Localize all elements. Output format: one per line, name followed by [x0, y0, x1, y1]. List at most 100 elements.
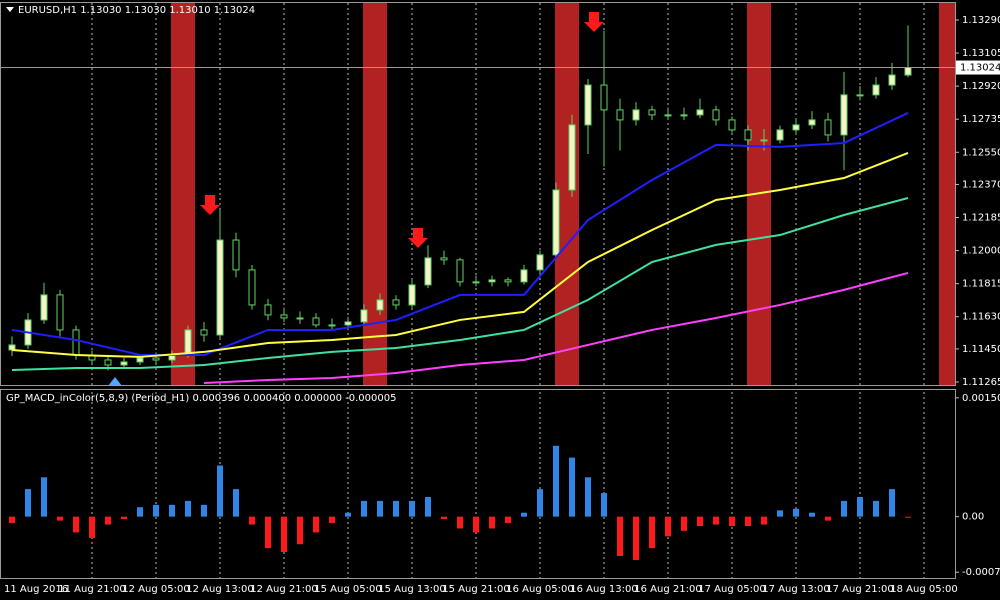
macd-bar	[537, 489, 543, 517]
macd-bar	[201, 504, 207, 517]
candle-body	[56, 294, 64, 331]
macd-bar	[777, 510, 783, 517]
price-tag	[956, 60, 1000, 75]
macd-bar	[761, 516, 767, 525]
price-tag-label: 1.13024	[960, 63, 1000, 74]
candle-body	[296, 317, 304, 320]
candle-body	[264, 304, 272, 316]
candle-body	[616, 109, 624, 121]
macd-bar	[249, 516, 255, 525]
candle-body	[904, 67, 912, 76]
candle-body	[104, 359, 112, 366]
macd-bar	[425, 496, 431, 517]
candle-body	[664, 114, 672, 117]
y-tick-label: 0.00	[962, 512, 984, 523]
macd-bar	[505, 516, 511, 523]
candle-body	[184, 329, 192, 356]
candle-body	[376, 299, 384, 311]
main-title: EURUSD,H1 1.13030 1.13030 1.13010 1.1302…	[18, 5, 255, 16]
candle-body	[584, 84, 592, 126]
candle-body	[680, 114, 688, 117]
macd-bar	[41, 477, 47, 517]
y-tick-label: 1.11265	[962, 377, 1000, 388]
y-tick-label: 1.11450	[962, 344, 1000, 355]
macd-bar	[809, 512, 815, 517]
candle-body	[72, 329, 80, 356]
moving-average	[203, 271, 909, 385]
indicator-panel-border	[0, 389, 956, 579]
macd-bar	[873, 500, 879, 517]
macd-bar	[89, 516, 95, 538]
macd-bar	[617, 516, 623, 557]
candle-body	[200, 329, 208, 336]
x-tick-label: 18 Aug 05:00	[890, 584, 957, 595]
y-tick-label: 1.13290	[962, 15, 1000, 26]
macd-bar	[393, 500, 399, 517]
macd-bar	[841, 500, 847, 517]
candle-body	[552, 189, 560, 256]
y-tick-label: 1.12185	[962, 213, 1000, 224]
candle-body	[776, 129, 784, 141]
x-tick-label: 17 Aug 05:00	[698, 584, 765, 595]
macd-bar	[825, 516, 831, 521]
macd-bar	[73, 516, 79, 533]
candle-body	[840, 94, 848, 136]
macd-bar	[169, 504, 175, 517]
candle-body	[456, 259, 464, 283]
macd-bar	[233, 489, 239, 517]
sell-arrow	[584, 12, 604, 32]
candle-body	[648, 109, 656, 116]
session-band	[171, 3, 195, 385]
macd-bar	[633, 516, 639, 560]
macd-bar	[473, 516, 479, 533]
macd-bar	[185, 500, 191, 517]
macd-bar	[153, 504, 159, 517]
y-tick-label: 1.13105	[962, 48, 1000, 59]
y-tick-label: 0.001509	[962, 393, 1000, 404]
candle-body	[696, 109, 704, 116]
candle-body	[888, 74, 896, 86]
macd-bar	[729, 516, 735, 527]
candle-body	[216, 239, 224, 336]
menu-icon[interactable]	[6, 7, 14, 12]
macd-bar	[489, 516, 495, 529]
y-tick-label: 1.12920	[962, 81, 1000, 92]
candle-body	[392, 299, 400, 306]
macd-bar	[569, 457, 575, 517]
x-tick-label: 16 Aug 13:00	[570, 584, 637, 595]
candle-body	[488, 279, 496, 283]
macd-bar	[121, 516, 127, 520]
macd-bar	[217, 465, 223, 517]
moving-average	[11, 152, 909, 358]
y-tick-label: 1.11630	[962, 312, 1000, 323]
candle-body	[872, 84, 880, 96]
candle-body	[520, 269, 528, 283]
candle-body	[248, 269, 256, 306]
session-band	[939, 3, 955, 385]
candle-body	[136, 357, 144, 363]
macd-bar	[345, 512, 351, 517]
candle-body	[792, 124, 800, 131]
candle-body	[120, 361, 128, 366]
candle-body	[424, 257, 432, 286]
macd-bar	[9, 516, 15, 523]
macd-bar	[745, 516, 751, 527]
macd-bar	[457, 516, 463, 529]
candle-body	[728, 119, 736, 131]
candle-body	[600, 84, 608, 111]
macd-bar	[905, 516, 911, 518]
macd-bar	[889, 489, 895, 517]
macd-bar	[57, 516, 63, 521]
macd-bar	[649, 516, 655, 549]
candle-body	[808, 119, 816, 126]
candle-body	[312, 317, 320, 326]
macd-bar	[329, 516, 335, 523]
macd-bar	[713, 516, 719, 525]
macd-bar	[697, 516, 703, 527]
indicator-title: GP_MACD_inColor(5,8,9) (Period_H1) 0.000…	[6, 393, 396, 404]
macd-bar	[409, 500, 415, 517]
candle-body	[280, 314, 288, 319]
x-tick-label: 11 Aug 21:00	[58, 584, 125, 595]
